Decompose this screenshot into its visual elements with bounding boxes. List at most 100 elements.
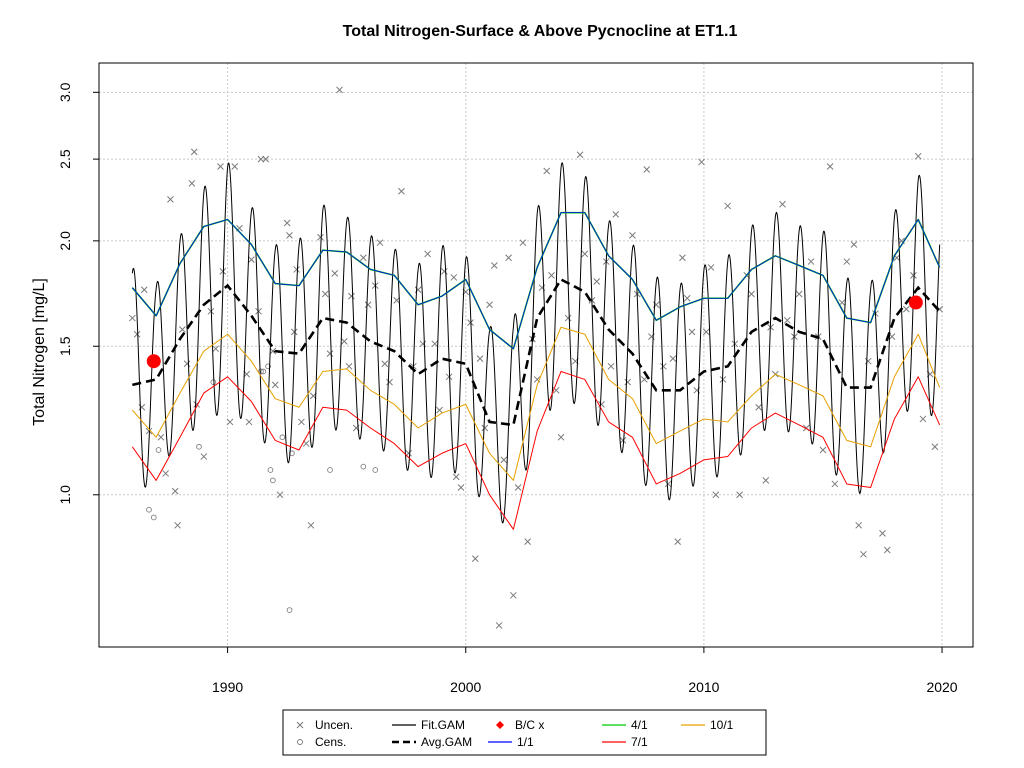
- x-tick-label: 2000: [450, 679, 481, 695]
- plot-border: [98, 62, 974, 648]
- uncensored-point: [226, 418, 234, 426]
- uncensored-point: [514, 484, 522, 491]
- series-7-1-line: [131, 371, 941, 530]
- uncensored-point: [679, 254, 686, 262]
- uncensored-point: [669, 355, 677, 363]
- uncensored-point: [748, 290, 755, 298]
- uncensored-point: [629, 232, 636, 239]
- uncensored-point: [683, 294, 691, 302]
- censored-point: [360, 463, 367, 470]
- censored-point: [265, 363, 271, 370]
- series-10-1-line: [131, 326, 941, 481]
- legend-label: B/C x: [515, 718, 544, 732]
- censored-point: [279, 434, 286, 441]
- uncensored-point: [702, 328, 710, 336]
- uncensored-point: [688, 328, 696, 336]
- uncensored-point: [883, 546, 891, 554]
- uncensored-point: [398, 187, 405, 195]
- uncensored-point: [262, 155, 270, 163]
- legend-symbol-bc: [496, 721, 504, 729]
- uncensored-point: [440, 268, 448, 275]
- uncensored-point: [724, 202, 732, 210]
- uncensored-point: [495, 622, 503, 629]
- uncensored-point: [167, 195, 174, 203]
- censored-point: [150, 514, 157, 521]
- uncensored-point: [157, 433, 165, 441]
- uncensored-point: [505, 254, 512, 262]
- legend-label: 4/1: [631, 718, 648, 732]
- uncensored-point: [219, 268, 227, 275]
- uncensored-point: [269, 347, 277, 355]
- chart-title: Total Nitrogen-Surface & Above Pycnoclin…: [342, 23, 738, 40]
- uncensored-point: [345, 362, 353, 370]
- censored-point: [146, 506, 152, 513]
- censored-point: [286, 607, 293, 613]
- uncensored-point: [276, 491, 284, 499]
- uncensored-point: [393, 297, 401, 304]
- x-tick-label: 2020: [926, 679, 957, 695]
- uncensored-point: [576, 151, 584, 159]
- uncensored-point: [471, 555, 479, 563]
- uncensored-point: [217, 163, 224, 170]
- uncensored-point: [381, 360, 389, 368]
- uncensored-point: [564, 314, 572, 322]
- uncensored-point: [698, 158, 705, 166]
- uncensored-point: [424, 250, 431, 258]
- uncensored-point: [348, 292, 355, 300]
- uncensored-point: [581, 250, 589, 258]
- uncensored-point: [779, 200, 786, 208]
- censored-point: [372, 467, 379, 473]
- legend-label: Cens.: [315, 735, 346, 749]
- censored-point: [327, 467, 333, 473]
- uncensored-point: [783, 316, 791, 324]
- uncensored-point: [293, 266, 301, 273]
- censored-point: [155, 447, 162, 453]
- uncensored-point: [664, 480, 672, 488]
- uncensored-point: [831, 480, 839, 488]
- legend-label: 7/1: [631, 735, 648, 749]
- uncensored-point: [533, 376, 541, 383]
- legend-label: 10/1: [710, 718, 734, 732]
- uncensored-point: [762, 477, 770, 484]
- uncensored-point: [510, 591, 517, 599]
- legend-symbol-censored: [297, 739, 303, 745]
- uncensored-point: [486, 301, 493, 309]
- uncensored-point: [178, 326, 186, 333]
- x-tick-label: 1990: [212, 679, 243, 695]
- uncensored-point: [795, 290, 803, 298]
- censored-point: [269, 477, 276, 484]
- uncensored-point: [819, 446, 827, 454]
- uncensored-point: [481, 424, 489, 432]
- uncensored-point: [619, 437, 627, 444]
- uncensored-point: [445, 373, 453, 381]
- uncensored-point: [133, 330, 141, 338]
- uncensored-point: [171, 487, 179, 495]
- uncensored-point: [190, 148, 198, 156]
- uncensored-point: [736, 491, 743, 499]
- uncensored-point: [879, 530, 886, 537]
- legend-label: 1/1: [517, 735, 534, 749]
- uncensored-point: [931, 443, 939, 451]
- uncensored-point: [307, 521, 315, 529]
- uncensored-point: [826, 163, 834, 170]
- avg-gam-line: [132, 277, 941, 427]
- uncensored-point: [902, 305, 910, 313]
- uncensored-point: [914, 152, 922, 160]
- uncensored-point: [612, 211, 620, 218]
- uncensored-point: [336, 86, 343, 94]
- uncensored-point: [807, 258, 815, 265]
- uncensored-point: [283, 219, 291, 227]
- uncensored-point: [910, 272, 917, 279]
- uncensored-point: [548, 272, 555, 279]
- uncensored-point: [286, 232, 293, 239]
- uncensored-point: [593, 278, 601, 285]
- y-tick-label: 2.5: [57, 149, 73, 169]
- uncensored-point: [864, 357, 872, 365]
- uncensored-point: [624, 378, 632, 386]
- censored-point: [260, 368, 267, 375]
- uncensored-point: [298, 418, 305, 426]
- uncensored-point: [674, 538, 682, 545]
- uncensored-point: [450, 274, 458, 281]
- uncensored-point: [860, 550, 867, 558]
